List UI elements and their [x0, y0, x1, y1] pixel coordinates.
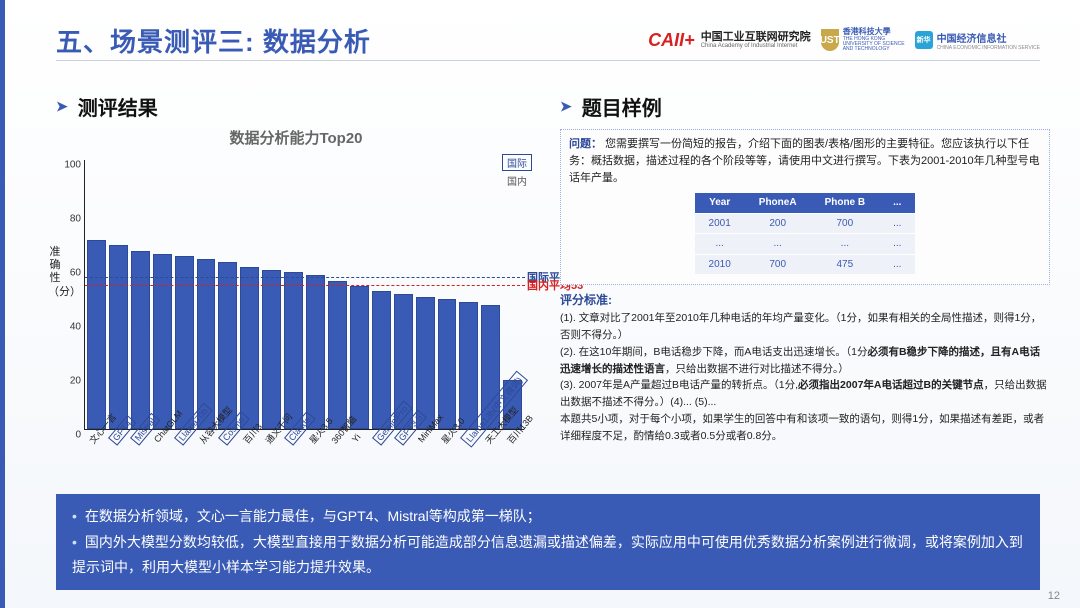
table-cell: ...	[745, 234, 811, 255]
criteria-list: (1). 文章对比了2001年至2010年几种电话的年均产量变化。（1分，如果有…	[560, 310, 1050, 444]
table-cell: ...	[695, 234, 745, 255]
y-tick: 100	[64, 160, 81, 171]
bar	[459, 302, 478, 429]
hkust-shield-icon: UST	[821, 29, 839, 51]
bar	[87, 240, 106, 429]
bar	[240, 267, 259, 429]
table-cell: ...	[811, 234, 880, 255]
chevron-icon: ➤	[56, 98, 68, 115]
y-tick: 20	[70, 376, 81, 387]
bar	[175, 256, 194, 429]
criteria-item: (2). 在这10年期间，B电话稳步下降，而A电话支出迅速增长。（1分必须有B稳…	[560, 344, 1050, 378]
ceic-en: CHINA ECONOMIC INFORMATION SERVICE	[937, 45, 1040, 51]
logo-caii: CAII+ 中国工业互联网研究院 China Academy of Indust…	[648, 30, 811, 51]
sample-table: YearPhoneAPhone B... 2001200700.........…	[695, 193, 916, 274]
page-title: 五、场景测评三: 数据分析	[56, 22, 371, 59]
table-row: ............	[695, 234, 916, 255]
right-panel: ➤ 题目样例 问题： 您需要撰写一份简短的报告，介绍下面的图表/表格/图形的主要…	[560, 92, 1050, 445]
chevron-icon: ➤	[560, 98, 572, 115]
left-section-title: 测评结果	[78, 92, 158, 121]
logo-ceic: 新华 中国经济信息社 CHINA ECONOMIC INFORMATION SE…	[915, 30, 1040, 51]
table-row: 2010700475...	[695, 254, 916, 274]
caii-zh: 中国工业互联网研究院	[701, 31, 811, 43]
caii-en: China Academy of Industrial Internet	[701, 43, 811, 50]
footer-line: •国内外大模型分数均较低，大模型直接用于数据分析可能造成部分信息遗漏或描述偏差，…	[72, 530, 1024, 580]
table-header-cell: PhoneA	[745, 193, 811, 213]
logo-row: CAII+ 中国工业互联网研究院 China Academy of Indust…	[648, 28, 1040, 52]
right-section-title: 题目样例	[582, 92, 662, 121]
y-tick: 80	[70, 214, 81, 225]
table-header-cell: Year	[695, 193, 745, 213]
criteria-item: 本题共5小项，对于每个小项，如果学生的回答中有和该项一致的语句，则得1分，如果描…	[560, 411, 1050, 445]
y-tick: 0	[75, 430, 81, 441]
criteria-header: 评分标准:	[560, 291, 1050, 308]
y-axis-label: 准确性（分）	[48, 246, 62, 299]
table-header-row: YearPhoneAPhone B...	[695, 193, 916, 213]
bar	[306, 275, 325, 429]
question-text: 您需要撰写一份简短的报告，介绍下面的图表/表格/图形的主要特征。您应该执行以下任…	[569, 138, 1040, 184]
ref-line-dom	[85, 285, 525, 286]
table-cell: 700	[745, 254, 811, 274]
table-cell: 2010	[695, 254, 745, 274]
ceic-square-icon: 新华	[915, 31, 933, 49]
bar	[438, 299, 457, 429]
left-section-head: ➤ 测评结果	[56, 92, 536, 121]
bar	[284, 272, 303, 429]
bar	[416, 297, 435, 429]
table-cell: ...	[879, 234, 915, 255]
table-body: 2001200700...............2010700475...	[695, 213, 916, 274]
bar	[328, 281, 347, 430]
table-cell: 200	[745, 213, 811, 234]
footer-summary: •在数据分析领域，文心一言能力最佳，与GPT4、Mistral等构成第一梯队； …	[56, 494, 1040, 590]
footer-line: •在数据分析领域，文心一言能力最佳，与GPT4、Mistral等构成第一梯队；	[72, 504, 1024, 529]
y-tick: 40	[70, 322, 81, 333]
hkust-en3: AND TECHNOLOGY	[843, 47, 905, 52]
bar	[153, 254, 172, 430]
table-cell: 475	[811, 254, 880, 274]
bar	[372, 291, 391, 429]
caii-wordmark-icon: CAII+	[648, 30, 695, 51]
plot-area: 020406080100国际平均56国内平均53	[84, 160, 524, 430]
table-header-cell: ...	[879, 193, 915, 213]
criteria-item: (3). 2007年是A产量超过B电话产量的转折点。（1分,必须指出2007年A…	[560, 377, 1050, 411]
bars-container	[85, 160, 524, 429]
criteria-item: (1). 文章对比了2001年至2010年几种电话的年均产量变化。（1分，如果有…	[560, 310, 1050, 344]
table-cell: 2001	[695, 213, 745, 234]
ceic-zh: 中国经济信息社	[937, 30, 1040, 45]
bar	[109, 245, 128, 429]
y-tick: 60	[70, 268, 81, 279]
right-section-head: ➤ 题目样例	[560, 92, 1050, 121]
accent-bar	[0, 0, 5, 608]
slide: 五、场景测评三: 数据分析 CAII+ 中国工业互联网研究院 China Aca…	[0, 0, 1080, 608]
bar-chart: 国际 国内 准确性（分） 020406080100国际平均56国内平均53 文心…	[56, 154, 536, 474]
question-label: 问题：	[569, 138, 602, 150]
header: 五、场景测评三: 数据分析 CAII+ 中国工业互联网研究院 China Aca…	[56, 22, 1040, 59]
bar	[218, 262, 237, 429]
chart-title: 数据分析能力Top20	[56, 127, 536, 148]
table-cell: ...	[879, 213, 915, 234]
bar	[350, 286, 369, 429]
x-label: Yi	[350, 432, 363, 444]
left-panel: ➤ 测评结果 数据分析能力Top20 国际 国内 准确性（分） 02040608…	[56, 92, 536, 474]
ref-line-intl	[85, 277, 525, 278]
question-block: 问题： 您需要撰写一份简短的报告，介绍下面的图表/表格/图形的主要特征。您应该执…	[560, 129, 1050, 285]
table-row: 2001200700...	[695, 213, 916, 234]
table-cell: ...	[879, 254, 915, 274]
logo-hkust: UST 香港科技大學 THE HONG KONG UNIVERSITY OF S…	[821, 28, 905, 52]
table-cell: 700	[811, 213, 880, 234]
bar	[262, 270, 281, 429]
header-rule	[56, 60, 1040, 61]
table-header-cell: Phone B	[811, 193, 880, 213]
page-number: 12	[1048, 590, 1060, 602]
